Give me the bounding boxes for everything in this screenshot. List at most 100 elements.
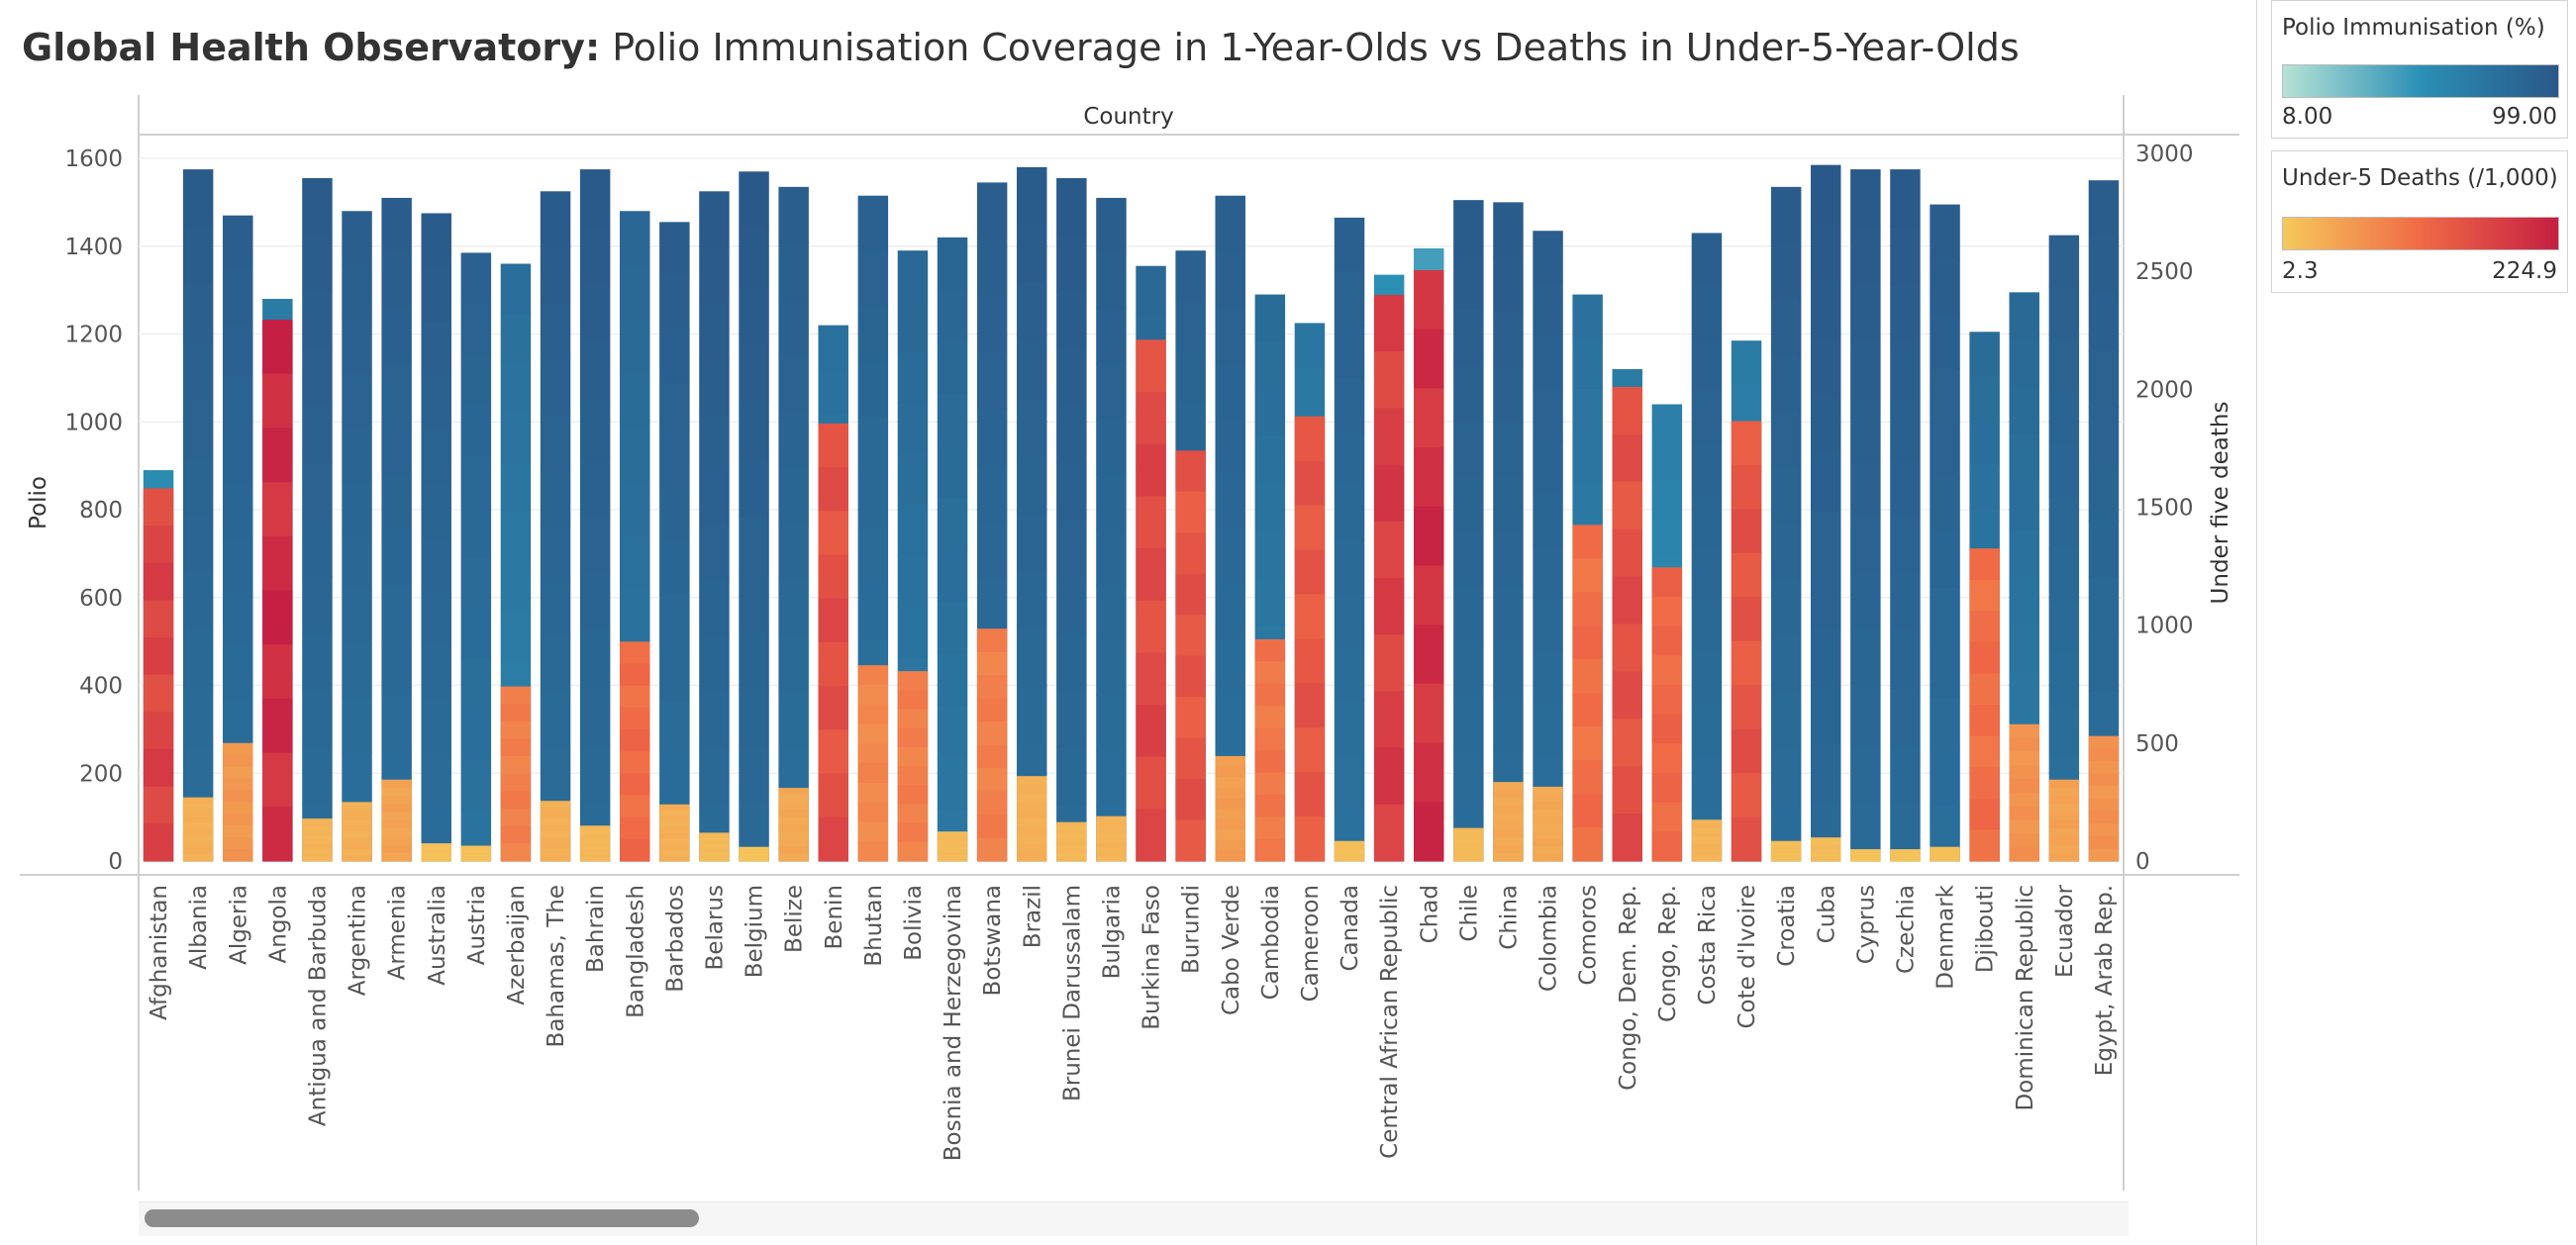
deaths-bar-segment bbox=[1533, 838, 1563, 847]
deaths-bar-segment bbox=[1493, 837, 1524, 846]
deaths-bar-segment bbox=[500, 738, 532, 757]
deaths-bar-segment bbox=[1572, 827, 1603, 862]
deaths-bar-segment bbox=[223, 814, 253, 826]
deaths-bar-segment bbox=[1334, 852, 1365, 856]
deaths-bar-segment bbox=[1770, 854, 1802, 858]
deaths-bar-segment bbox=[1612, 814, 1642, 862]
x-tick-label: Argentina bbox=[346, 885, 371, 996]
polio-bar bbox=[937, 237, 968, 862]
deaths-bar-segment bbox=[1414, 683, 1444, 744]
deaths-bar bbox=[937, 831, 968, 862]
x-tick-label: Bulgaria bbox=[1099, 885, 1125, 979]
deaths-bar-segment bbox=[1136, 756, 1166, 810]
polio-bar-segment bbox=[302, 746, 333, 806]
polio-bar-segment bbox=[1056, 519, 1087, 578]
polio-bar-segment bbox=[1691, 494, 1723, 548]
deaths-bar-segment bbox=[1572, 760, 1603, 795]
deaths-bar-segment bbox=[897, 766, 929, 786]
x-tick-label: Azerbaijan bbox=[504, 885, 530, 1006]
deaths-bar-segment bbox=[460, 848, 492, 851]
deaths-bar-segment bbox=[1215, 787, 1245, 799]
deaths-bar-segment bbox=[1294, 594, 1326, 639]
deaths-bar bbox=[1215, 755, 1245, 862]
deaths-bar-segment bbox=[1414, 269, 1444, 331]
deaths-bar-segment bbox=[2009, 723, 2039, 739]
polio-bar-segment bbox=[2088, 577, 2120, 635]
polio-bar-segment bbox=[2048, 287, 2080, 340]
polio-bar-segment bbox=[1493, 641, 1524, 698]
x-tick-label: Chad bbox=[1417, 885, 1442, 943]
polio-bar-segment bbox=[182, 688, 214, 747]
polio-bar-segment bbox=[778, 355, 809, 413]
deaths-bar-segment bbox=[1930, 859, 1960, 862]
polio-bar-segment bbox=[1453, 200, 1484, 256]
polio-bar-segment bbox=[421, 429, 451, 484]
deaths-bar-segment bbox=[1254, 727, 1286, 751]
deaths-bar-segment bbox=[381, 779, 412, 789]
x-tick-label: Belgium bbox=[743, 885, 768, 978]
bar-group bbox=[1770, 186, 1802, 862]
polio-bar-segment bbox=[1017, 456, 1047, 516]
deaths-bar-segment bbox=[262, 752, 293, 808]
polio-bar-segment bbox=[1136, 265, 1166, 317]
deaths-bar-segment bbox=[1811, 837, 1841, 841]
deaths-bar-segment bbox=[1017, 818, 1047, 828]
polio-bar-segment bbox=[1533, 231, 1563, 284]
deaths-bar-segment bbox=[699, 855, 730, 859]
x-tick-label: Bahrain bbox=[583, 885, 609, 973]
bar-group bbox=[579, 169, 611, 862]
deaths-bar-segment bbox=[620, 816, 650, 840]
bar-group bbox=[1373, 274, 1405, 862]
deaths-bar-segment bbox=[381, 819, 412, 829]
deaths-bar-segment bbox=[1930, 850, 1960, 854]
polio-bar-segment bbox=[1930, 423, 1960, 479]
deaths-bar-segment bbox=[1096, 838, 1127, 844]
polio-bar-segment bbox=[1890, 169, 1921, 228]
polio-bar-segment bbox=[778, 299, 809, 356]
polio-bar-segment bbox=[1770, 748, 1802, 806]
deaths-bar-segment bbox=[1969, 829, 2000, 862]
deaths-bar-segment bbox=[182, 828, 214, 836]
polio-bar-segment bbox=[579, 284, 611, 343]
deaths-bar-segment bbox=[2048, 852, 2080, 862]
polio-bar-segment bbox=[1493, 256, 1524, 313]
deaths-bar bbox=[778, 788, 809, 862]
polio-bar-segment bbox=[739, 343, 769, 403]
polio-bar-segment bbox=[342, 698, 372, 754]
deaths-bar-segment bbox=[421, 853, 451, 857]
title-bold: Global Health Observatory: bbox=[22, 26, 601, 69]
polio-bar-segment bbox=[1969, 375, 2000, 422]
deaths-bar-segment bbox=[1017, 810, 1047, 819]
horizontal-scrollbar-thumb[interactable] bbox=[145, 1209, 699, 1227]
deaths-bar-segment bbox=[620, 795, 650, 818]
deaths-bar-segment bbox=[2048, 779, 2080, 789]
polio-bar-segment bbox=[500, 612, 532, 663]
polio-bar-segment bbox=[1850, 400, 1881, 458]
deaths-bar bbox=[818, 423, 848, 862]
polio-bar-segment bbox=[182, 400, 214, 458]
polio-bar-segment bbox=[381, 252, 412, 310]
deaths-bar-segment bbox=[302, 848, 333, 854]
polio-bar-segment bbox=[699, 246, 730, 304]
bar-group bbox=[1890, 169, 1921, 862]
polio-bar-segment bbox=[1930, 204, 1960, 260]
deaths-bar-segment bbox=[1334, 854, 1365, 858]
deaths-bar-segment bbox=[1493, 845, 1524, 854]
deaths-bar-segment bbox=[1414, 565, 1444, 625]
bar-group bbox=[421, 213, 451, 862]
bar-group bbox=[818, 325, 848, 862]
deaths-bar-segment bbox=[1493, 806, 1524, 814]
deaths-bar bbox=[1493, 782, 1524, 862]
polio-bar-segment bbox=[500, 363, 532, 414]
polio-bar-segment bbox=[1811, 744, 1841, 804]
deaths-bar-segment bbox=[897, 746, 929, 767]
deaths-bar-segment bbox=[540, 848, 571, 856]
deaths-bar-segment bbox=[1453, 854, 1484, 859]
deaths-bar-segment bbox=[579, 835, 611, 841]
deaths-bar-segment bbox=[1770, 840, 1802, 844]
bar-group bbox=[2048, 235, 2080, 862]
polio-bar-segment bbox=[778, 411, 809, 469]
deaths-bar-segment bbox=[897, 841, 929, 862]
deaths-bar-segment bbox=[818, 686, 848, 730]
deaths-bar-segment bbox=[460, 845, 492, 848]
